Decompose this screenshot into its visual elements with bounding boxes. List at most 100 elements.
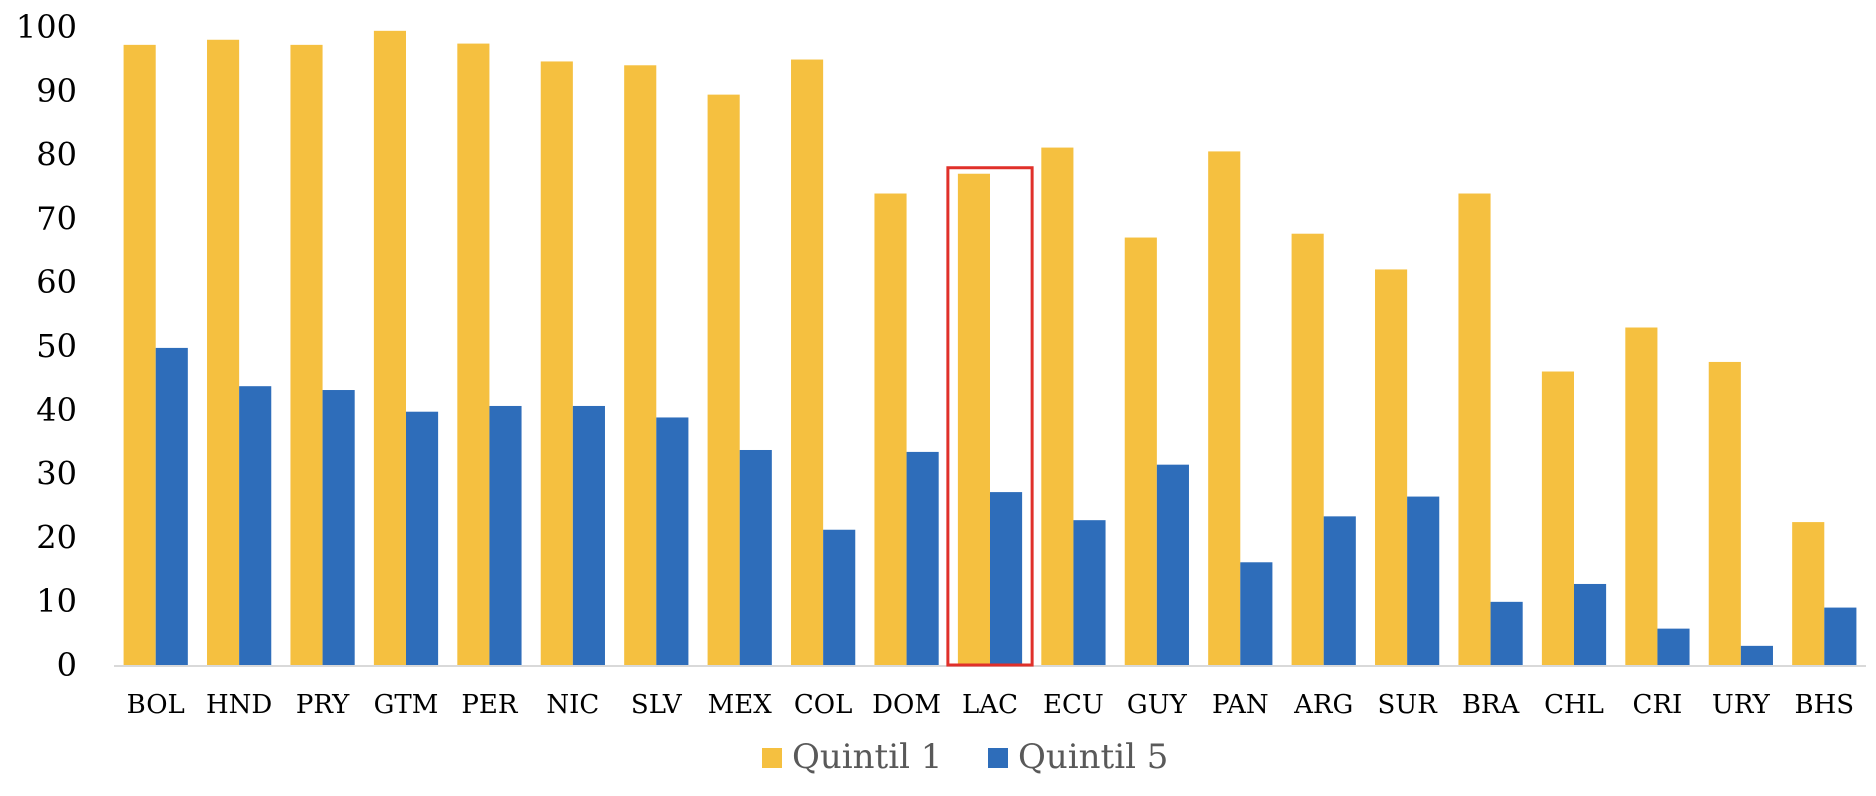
bar-group-lac xyxy=(957,173,1023,666)
bars xyxy=(123,30,1857,666)
bar-group-arg xyxy=(1291,233,1356,665)
x-tick-label: PER xyxy=(461,690,518,720)
x-tick-label: ECU xyxy=(1043,690,1104,720)
bar-quintil-1-col xyxy=(791,59,824,666)
bar-group-ury xyxy=(1708,361,1773,665)
bar-quintil-5-ury xyxy=(1740,645,1773,665)
bar-quintil-5-sur xyxy=(1407,496,1440,665)
bar-quintil-5-pan xyxy=(1240,562,1273,665)
bar-quintil-5-col xyxy=(823,529,856,665)
bar-group-col xyxy=(791,59,856,666)
bar-quintil-5-lac xyxy=(990,492,1023,665)
highlight-layer xyxy=(946,166,1034,667)
bar-quintil-1-arg xyxy=(1291,233,1324,665)
bar-quintil-5-ecu xyxy=(1073,520,1106,665)
x-tick-label: BHS xyxy=(1794,690,1854,720)
bar-quintil-1-bol xyxy=(123,44,156,666)
x-tick-label: ARG xyxy=(1293,690,1353,720)
y-tick-label: 30 xyxy=(36,455,77,493)
x-tick-label: HND xyxy=(206,690,272,720)
legend: Quintil 1 Quintil 5 xyxy=(762,737,1168,777)
bar-group-slv xyxy=(624,65,689,665)
x-tick-label: PAN xyxy=(1212,690,1269,720)
x-tick-label: GUY xyxy=(1127,690,1188,720)
bar-group-nic xyxy=(540,61,605,665)
bar-quintil-5-dom xyxy=(906,451,939,665)
bar-quintil-1-dom xyxy=(874,193,907,665)
y-tick-label: 10 xyxy=(36,582,77,620)
bar-quintil-1-per xyxy=(457,43,490,665)
bar-group-bol xyxy=(123,44,188,666)
x-tick-label: CHL xyxy=(1544,690,1604,720)
bar-quintil-1-hnd xyxy=(207,39,240,665)
bar-quintil-1-lac xyxy=(957,173,990,666)
bar-quintil-5-pry xyxy=(322,390,355,665)
bar-quintil-1-ecu xyxy=(1041,147,1074,665)
bar-quintil-1-chl xyxy=(1541,371,1574,665)
y-tick-label: 60 xyxy=(36,263,77,301)
legend-label: Quintil 5 xyxy=(1018,737,1168,777)
bar-group-guy xyxy=(1124,237,1189,666)
bar-group-mex xyxy=(707,94,772,665)
y-tick-label: 90 xyxy=(36,72,77,110)
bar-quintil-5-bol xyxy=(155,347,188,665)
bar-quintil-1-pan xyxy=(1208,151,1241,665)
y-tick-label: 0 xyxy=(57,646,77,684)
y-tick-label: 100 xyxy=(16,8,77,46)
bar-group-chl xyxy=(1541,371,1607,665)
x-tick-label: PRY xyxy=(296,690,350,720)
bar-quintil-1-bra xyxy=(1458,193,1491,665)
x-tick-label: DOM xyxy=(872,690,941,720)
bar-quintil-1-bhs xyxy=(1792,522,1825,665)
bar-quintil-5-arg xyxy=(1323,516,1356,665)
bar-group-gtm xyxy=(373,30,439,665)
bar-quintil-1-gtm xyxy=(373,30,406,665)
y-tick-label: 50 xyxy=(36,327,77,365)
x-tick-label: COL xyxy=(794,690,852,720)
x-tick-label: SLV xyxy=(631,690,683,720)
x-tick-label: MEX xyxy=(708,690,773,720)
bar-quintil-1-ury xyxy=(1708,361,1741,665)
bar-quintil-5-bhs xyxy=(1824,607,1857,665)
bar-quintil-5-hnd xyxy=(239,386,272,665)
legend-item: Quintil 1 xyxy=(762,737,942,777)
x-tick-label: LAC xyxy=(962,690,1018,720)
highlight-box xyxy=(946,166,1034,667)
bar-group-hnd xyxy=(207,39,272,665)
x-tick-label: GTM xyxy=(374,690,439,720)
bar-quintil-5-per xyxy=(489,405,522,665)
x-tick-label: SUR xyxy=(1377,690,1438,720)
bar-group-per xyxy=(457,43,522,665)
y-tick-label: 20 xyxy=(36,518,77,556)
y-tick-label: 80 xyxy=(36,136,77,174)
bar-group-pan xyxy=(1208,151,1273,665)
bar-quintil-5-slv xyxy=(656,417,689,665)
bar-quintil-1-nic xyxy=(540,61,573,665)
x-tick-label: BOL xyxy=(127,690,185,720)
bar-group-pry xyxy=(290,44,355,666)
legend-item: Quintil 5 xyxy=(988,737,1168,777)
bar-quintil-5-bra xyxy=(1490,601,1523,665)
x-tick-label: BRA xyxy=(1462,690,1521,720)
x-tick-label: NIC xyxy=(546,690,599,720)
bar-group-sur xyxy=(1375,269,1440,665)
bar-quintil-1-guy xyxy=(1124,237,1157,666)
bar-quintil-5-guy xyxy=(1156,464,1189,665)
bar-quintil-1-pry xyxy=(290,44,323,666)
bar-quintil-1-slv xyxy=(624,65,657,665)
bar-quintil-1-sur xyxy=(1375,269,1408,665)
bar-group-ecu xyxy=(1041,147,1106,665)
legend-label: Quintil 1 xyxy=(792,737,942,777)
bar-quintil-5-mex xyxy=(739,449,772,665)
bar-group-bra xyxy=(1458,193,1523,665)
legend-swatch xyxy=(988,748,1008,768)
bar-quintil-5-nic xyxy=(572,405,605,665)
y-tick-label: 40 xyxy=(36,391,77,429)
bar-group-bhs xyxy=(1792,522,1857,665)
bar-quintil-5-gtm xyxy=(406,411,439,665)
bar-group-cri xyxy=(1625,327,1690,665)
bar-quintil-5-cri xyxy=(1657,628,1690,665)
x-axis: BOL HND PRY GTM PER NIC SLV MEX COL DOM LAC ECU GUY P… xyxy=(127,690,1854,720)
